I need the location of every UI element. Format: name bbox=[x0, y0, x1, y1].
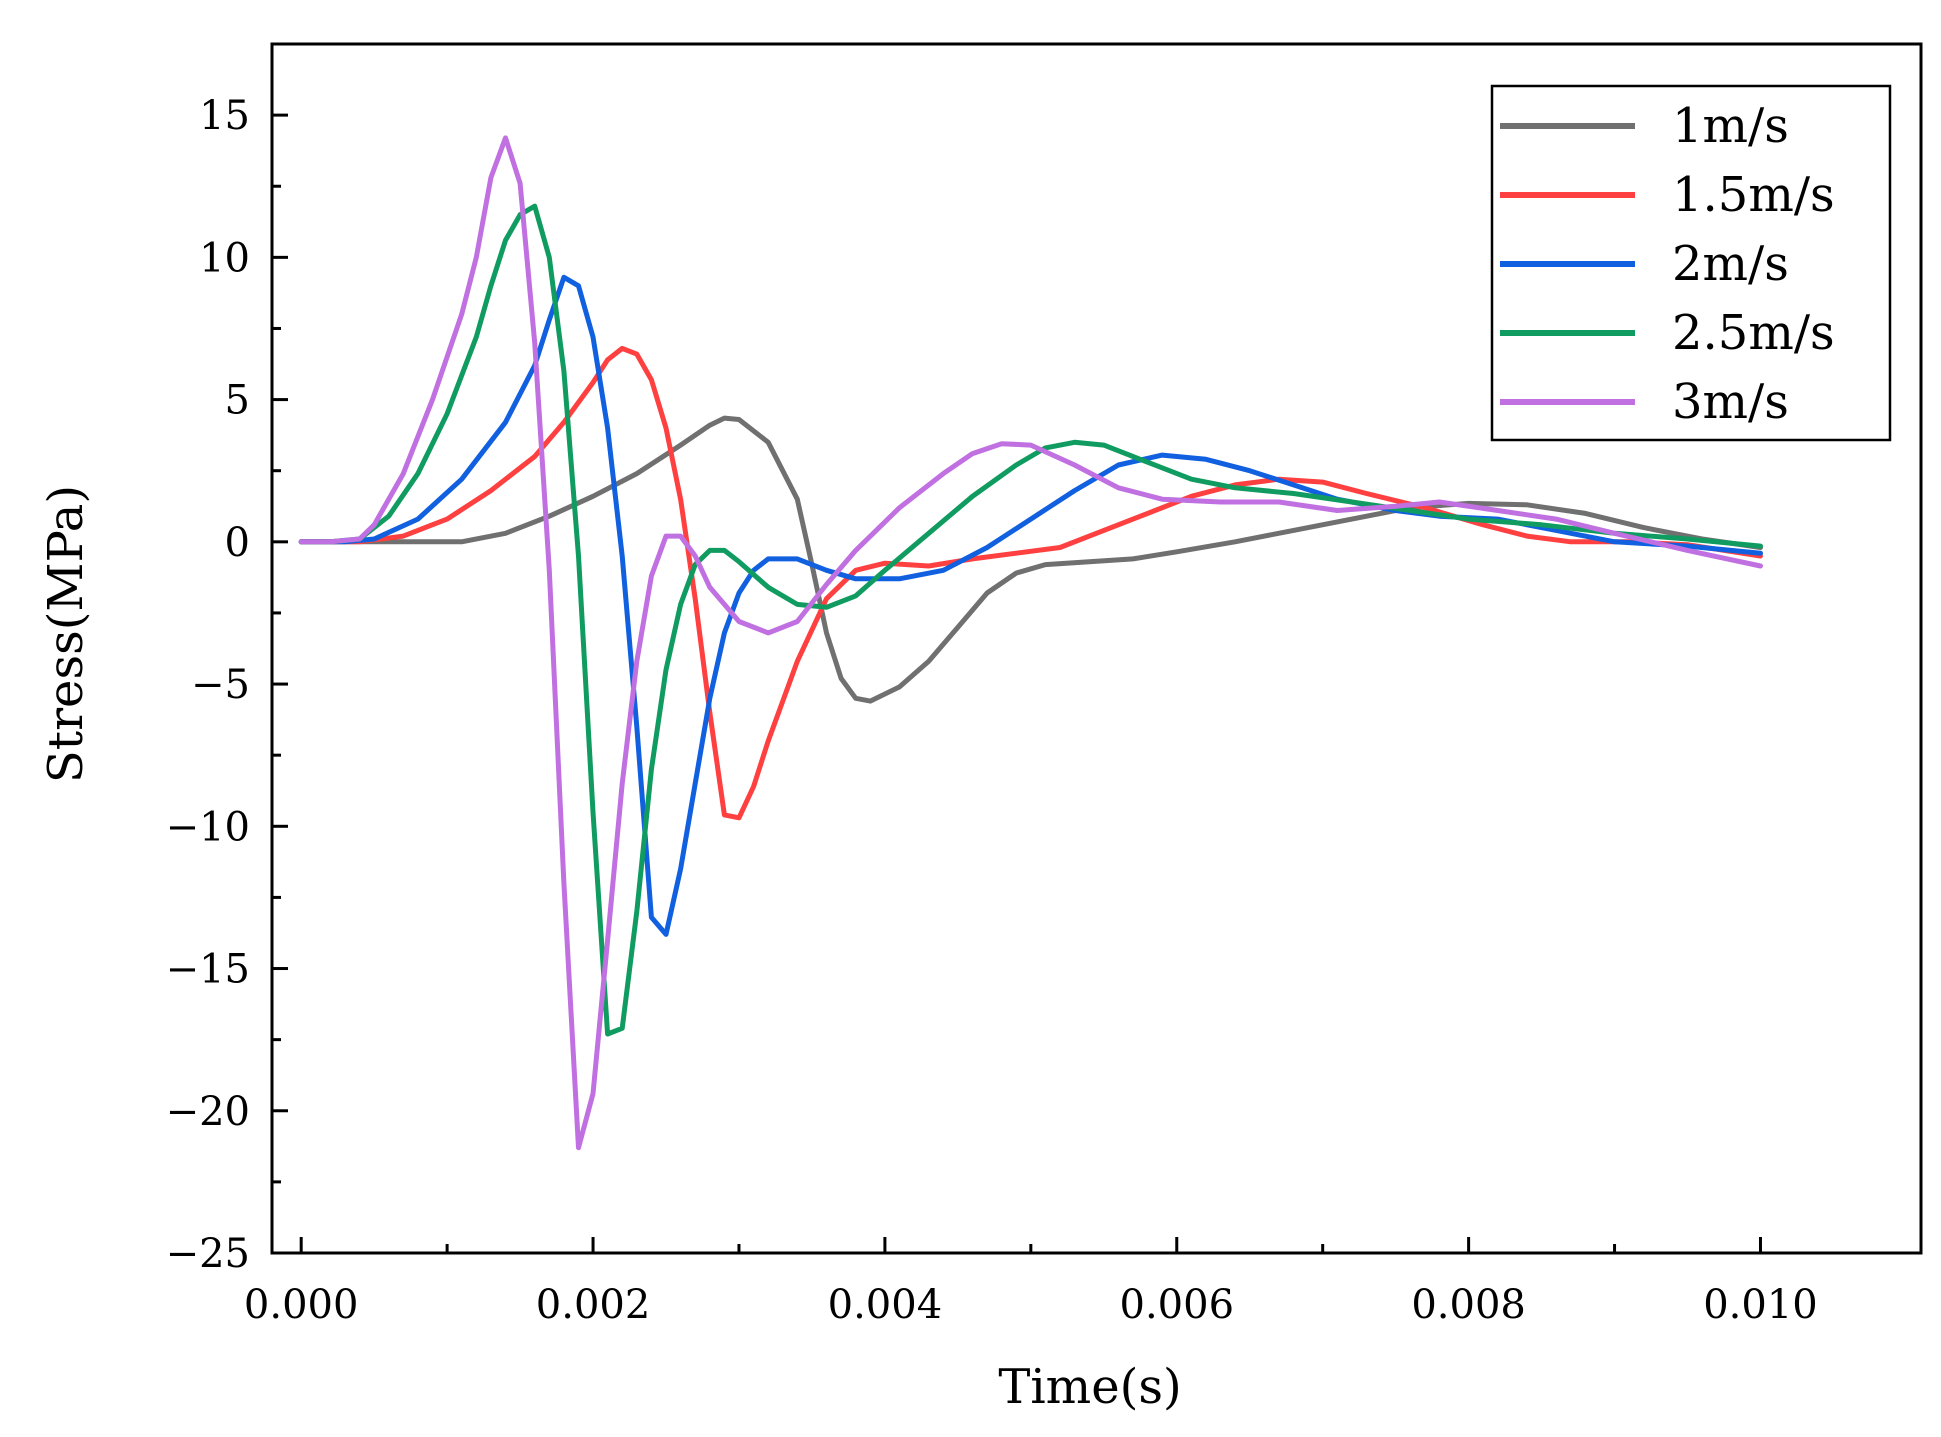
plot-area-frame bbox=[270, 42, 1923, 1255]
x-tick-label: 0.008 bbox=[1411, 1282, 1526, 1328]
legend-label: 1m/s bbox=[1672, 98, 1789, 154]
y-tick-label: 10 bbox=[199, 235, 250, 281]
y-tick-label: −10 bbox=[166, 804, 250, 850]
x-tick-label: 0.002 bbox=[536, 1282, 651, 1328]
y-tick-label: 5 bbox=[225, 378, 250, 424]
legend-label: 1.5m/s bbox=[1672, 167, 1835, 223]
legend-label: 2.5m/s bbox=[1672, 305, 1835, 361]
y-axis-title: Stress(MPa) bbox=[38, 485, 94, 783]
x-tick-label: 0.010 bbox=[1703, 1282, 1818, 1328]
legend-label: 3m/s bbox=[1672, 374, 1789, 430]
series-line-1 bbox=[298, 415, 1763, 704]
series-layer bbox=[298, 135, 1763, 1151]
y-tick-label: 0 bbox=[225, 520, 250, 566]
series-line-4 bbox=[298, 203, 1763, 1037]
x-axis: 0.000 0.002 0.004 0.006 0.008 0.010 bbox=[244, 1237, 1818, 1328]
y-tick-label: −15 bbox=[166, 947, 250, 993]
series-line-5 bbox=[298, 135, 1763, 1151]
legend: 1m/s 1.5m/s 2m/s 2.5m/s 3m/s bbox=[1490, 84, 1892, 442]
y-tick-label: −25 bbox=[166, 1231, 250, 1277]
x-axis-title: Time(s) bbox=[998, 1359, 1181, 1415]
x-tick-label: 0.000 bbox=[244, 1282, 359, 1328]
x-tick-label: 0.004 bbox=[828, 1282, 943, 1328]
y-tick-label: −20 bbox=[166, 1089, 250, 1135]
x-tick-label: 0.006 bbox=[1120, 1282, 1235, 1328]
y-axis: −25 −20 −15 −10 −5 0 5 10 15 bbox=[166, 93, 288, 1277]
series-line-2 bbox=[298, 345, 1763, 821]
y-tick-label: −5 bbox=[191, 662, 250, 708]
y-tick-label: 15 bbox=[199, 93, 250, 139]
legend-label: 2m/s bbox=[1672, 236, 1789, 292]
